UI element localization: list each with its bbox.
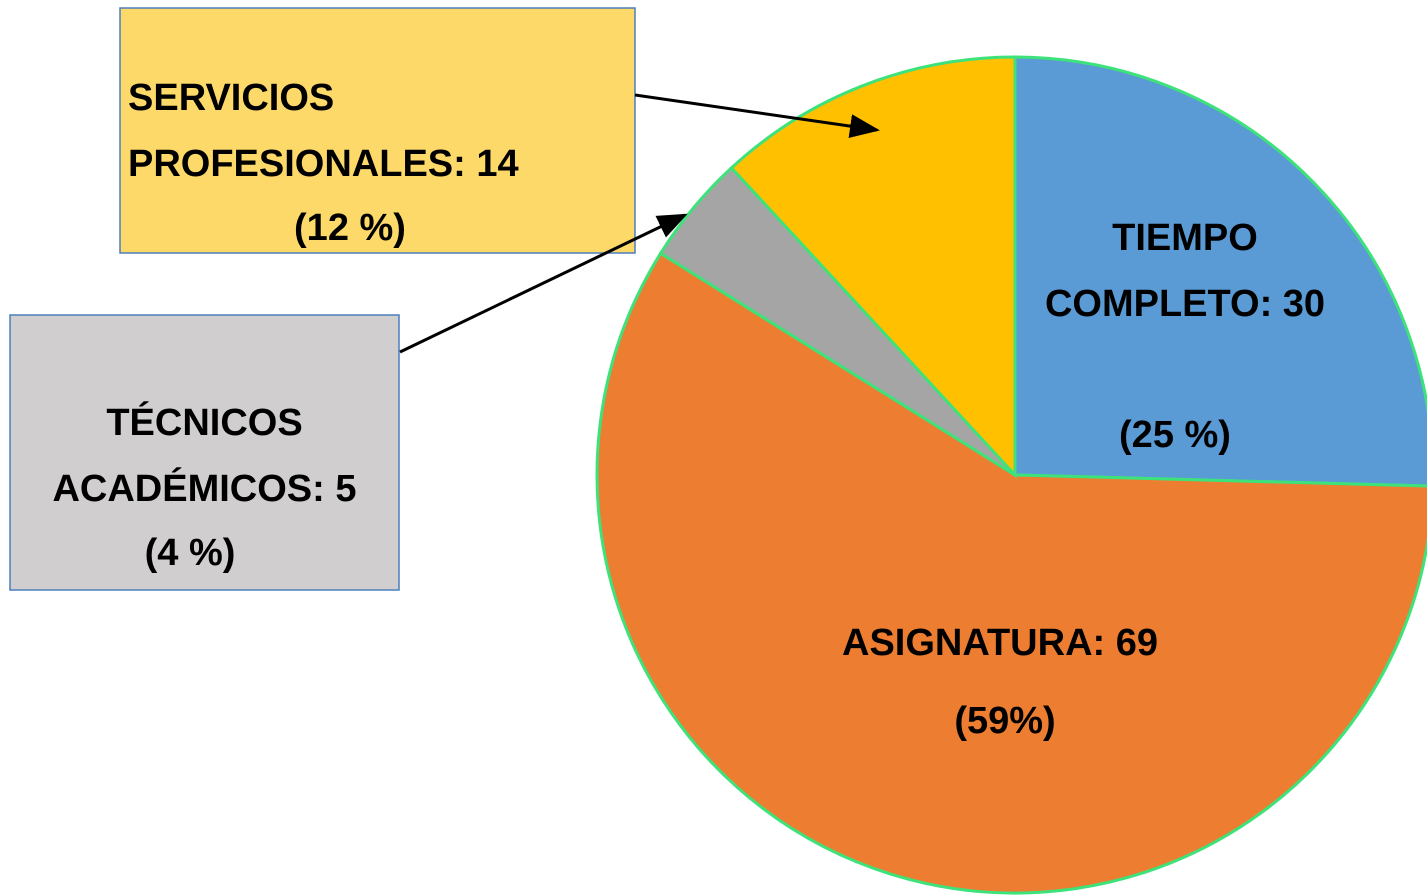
callout-box	[119, 7, 636, 254]
percent-label: (59%)	[954, 700, 1056, 742]
pie-slice	[595, 251, 1427, 895]
percent-label: (12 %)	[294, 207, 406, 249]
pie	[595, 55, 1427, 895]
leader-arrow	[634, 93, 880, 139]
pie-slice	[729, 55, 1017, 479]
slice-label: TIEMPO COMPLETO: 30	[1044, 217, 1326, 325]
pie-slice	[1013, 55, 1427, 488]
callout-box	[9, 314, 400, 591]
leader-arrow	[399, 213, 688, 354]
percent-label: (4 %)	[144, 532, 236, 574]
slice-label: TÉCNICOS ACADÉMICOS: 5	[52, 402, 357, 510]
percent-label: (25 %)	[1119, 414, 1231, 456]
slice-label: SERVICIOS PROFESIONALES: 14	[128, 77, 519, 185]
slice-label: ASIGNATURA: 69	[842, 622, 1158, 664]
